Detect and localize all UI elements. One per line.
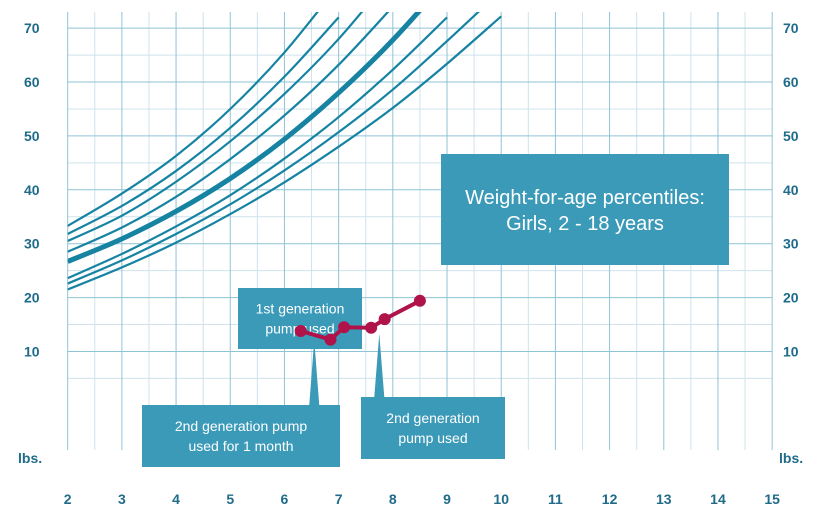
callout-box [238, 288, 362, 349]
y-unit-label-left: lbs. [18, 450, 42, 466]
x-tick-label: 12 [602, 491, 618, 507]
x-tick-label: 8 [389, 491, 397, 507]
percentile-curve [67, 16, 340, 235]
x-tick-label: 3 [118, 491, 126, 507]
y-tick-label-right: 10 [783, 343, 799, 359]
x-tick-label: 9 [443, 491, 451, 507]
callout-pointer [309, 340, 320, 405]
y-tick-label-right: 50 [783, 128, 799, 144]
y-tick-label-left: 20 [24, 290, 40, 306]
callout-text: 1st generation [256, 301, 345, 317]
callout-text: used for 1 month [188, 438, 293, 454]
x-tick-label: 14 [710, 491, 726, 507]
y-tick-label-left: 40 [24, 182, 40, 198]
patient-weight-point [338, 321, 351, 334]
x-tick-label: 7 [335, 491, 343, 507]
x-tick-label: 13 [656, 491, 672, 507]
y-tick-label-left: 60 [24, 74, 40, 90]
chart-title: Weight-for-age percentiles: [465, 187, 705, 209]
minor-grid [67, 12, 773, 450]
x-tick-label: 4 [172, 491, 180, 507]
patient-weight-point [413, 294, 426, 307]
y-unit-label-right: lbs. [779, 450, 803, 466]
x-tick-label: 5 [226, 491, 234, 507]
x-tick-label: 15 [764, 491, 780, 507]
percentile-curve [67, 15, 502, 291]
callout-text: pump used [398, 430, 467, 446]
y-tick-label-left: 10 [24, 343, 40, 359]
title-box-bg [441, 154, 729, 265]
title-box: Weight-for-age percentiles: Girls, 2 - 1… [441, 154, 729, 265]
percentile-curve [67, 12, 390, 253]
callout-second-generation-1-month: 2nd generation pump used for 1 month [142, 340, 340, 467]
patient-weight-point [324, 333, 337, 346]
patient-weight-series [294, 294, 426, 346]
x-tick-label: 6 [281, 491, 289, 507]
percentile-curve [67, 12, 364, 242]
x-tick-label: 10 [493, 491, 509, 507]
y-tick-label-left: 70 [24, 20, 40, 36]
y-tick-label-left: 30 [24, 236, 40, 252]
callout-text: 2nd generation pump [175, 418, 308, 434]
callout-box [142, 405, 340, 467]
percentile-curves [67, 12, 502, 291]
y-tick-label-right: 60 [783, 74, 799, 90]
callout-box [361, 397, 505, 459]
axis-tick-labels: 2 3 4 5 6 7 8 9 10 11 12 13 14 15 10 10 20 20 30 30 40 40 50 50… [24, 20, 799, 507]
percentile-curve [67, 12, 480, 285]
chart-subtitle: Girls, 2 - 18 years [506, 213, 664, 235]
callout-pointer [306, 323, 317, 349]
patient-weight-point [378, 313, 391, 326]
patient-weight-point [365, 321, 378, 334]
patient-weight-point [294, 324, 307, 337]
callout-second-generation: 2nd generation pump used [361, 333, 505, 459]
y-tick-label-right: 30 [783, 236, 799, 252]
percentile-curve [67, 16, 448, 280]
percentile-curve [67, 12, 319, 227]
percentile-curve-median [67, 12, 422, 264]
y-tick-label-left: 50 [24, 128, 40, 144]
y-tick-label-right: 70 [783, 20, 799, 36]
y-tick-label-right: 20 [783, 290, 799, 306]
callout-text: 2nd generation [386, 410, 479, 426]
y-tick-label-right: 40 [783, 182, 799, 198]
callout-pointer [374, 333, 385, 397]
x-tick-label: 2 [64, 491, 72, 507]
x-tick-label: 11 [548, 491, 563, 507]
